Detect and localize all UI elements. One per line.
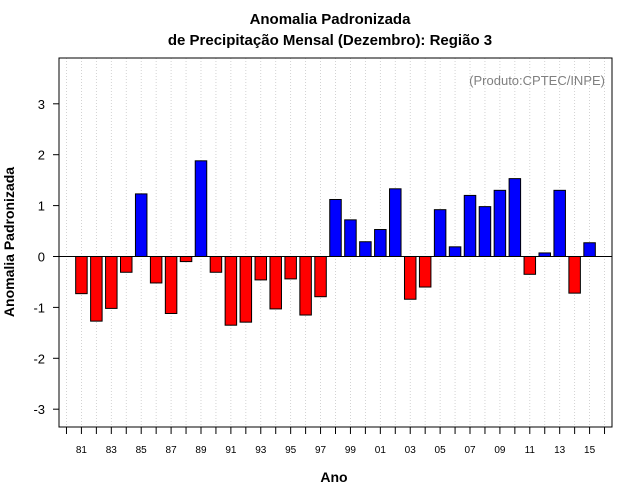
bar <box>568 255 581 294</box>
bar <box>299 255 312 316</box>
bar <box>523 255 537 275</box>
y-tick-label: -2 <box>33 351 45 366</box>
y-tick-label: 2 <box>38 148 45 163</box>
bar <box>553 189 566 257</box>
bar <box>224 255 238 326</box>
x-tick-label: 83 <box>106 445 118 456</box>
y-axis-label: Anomalia Padronizada <box>1 167 17 317</box>
bar <box>314 255 327 298</box>
x-tick-label: 91 <box>225 445 237 456</box>
bar <box>269 255 282 310</box>
chart-title: Anomalia Padronizada <box>250 11 412 28</box>
bar <box>239 255 253 323</box>
x-tick-label: 85 <box>136 445 148 456</box>
bars <box>75 160 596 326</box>
x-tick-label: 99 <box>345 445 357 456</box>
y-tick-label: 3 <box>38 97 45 112</box>
x-tick-label: 93 <box>255 445 267 456</box>
x-tick-label: 05 <box>435 445 447 456</box>
bar <box>75 255 88 295</box>
x-tick-label: 15 <box>584 445 596 456</box>
x-tick-label: 03 <box>405 445 417 456</box>
bar <box>90 255 103 322</box>
bar <box>194 160 208 257</box>
x-tick-label: 07 <box>464 445 476 456</box>
bar <box>254 255 268 281</box>
y-tick-label: -3 <box>33 402 45 417</box>
bar <box>105 255 118 309</box>
bar <box>344 219 357 257</box>
x-tick-label: 09 <box>494 445 506 456</box>
bar <box>403 255 417 300</box>
bar <box>389 188 402 257</box>
bar <box>284 255 297 280</box>
bar <box>448 246 462 257</box>
bar <box>463 194 477 257</box>
credit-label: (Produto:CPTEC/INPE) <box>469 73 605 88</box>
x-tick-label: 81 <box>76 445 88 456</box>
bar <box>329 198 342 257</box>
bar <box>433 209 447 257</box>
bar <box>179 255 193 263</box>
bar <box>538 252 551 257</box>
y-tick-label: 0 <box>38 249 45 264</box>
bar <box>134 193 148 257</box>
bar <box>164 255 178 315</box>
x-tick-label: 97 <box>315 445 327 456</box>
bar <box>374 229 387 257</box>
bar <box>493 189 507 257</box>
bar <box>583 242 596 257</box>
chart-subtitle: de Precipitação Mensal (Dezembro): Regiã… <box>168 32 492 49</box>
bar <box>418 255 432 288</box>
bar <box>508 178 522 257</box>
x-axis: 81 83 85 87 89 91 93 95 97 99 01 03 05 07 09 11 13 15 <box>65 427 606 456</box>
bar <box>149 255 163 284</box>
x-tick-label: 11 <box>525 445 536 456</box>
x-tick-label: 89 <box>195 445 207 456</box>
x-tick-label: 01 <box>375 445 387 456</box>
x-tick-label: 87 <box>166 445 178 456</box>
bar <box>120 255 133 273</box>
x-tick-label: 95 <box>285 445 297 456</box>
bar <box>478 206 492 257</box>
bar <box>359 241 372 257</box>
y-tick-label: 1 <box>38 199 45 214</box>
x-axis-label: Ano <box>320 469 347 485</box>
y-axis: -3 -2 -1 0 1 2 3 <box>33 97 59 417</box>
y-tick-label: -1 <box>33 300 45 315</box>
bar <box>209 255 223 273</box>
x-tick-label: 13 <box>554 445 566 456</box>
